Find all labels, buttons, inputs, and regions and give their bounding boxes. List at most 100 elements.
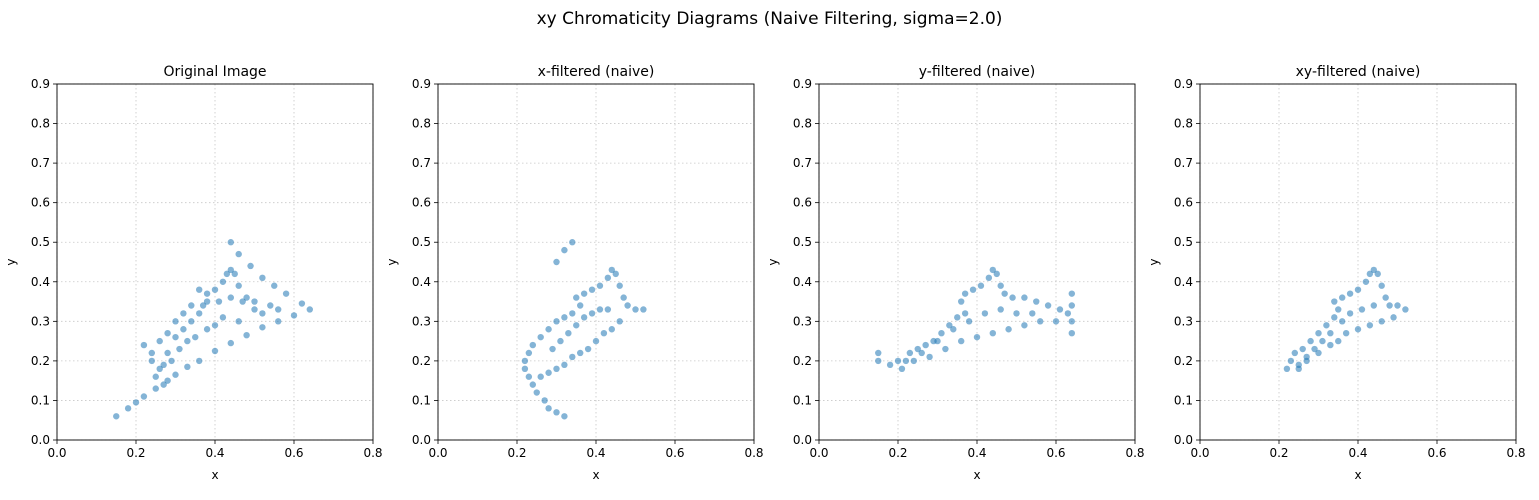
chart-title: xy-filtered (naive) [1296, 64, 1421, 80]
scatter-point [596, 282, 604, 289]
scatter-point [965, 318, 973, 325]
scatter-point [172, 371, 179, 378]
scatter-point [172, 318, 179, 325]
scatter-point [203, 326, 211, 333]
y-axis-label: y [4, 258, 18, 265]
scatter-point [180, 310, 187, 317]
scatter-point [569, 353, 576, 361]
scatter-point [997, 282, 1004, 289]
scatter-point [569, 239, 576, 246]
x-tick-label: 0.0 [47, 446, 66, 460]
scatter-point [545, 326, 552, 333]
axes-frame [56, 83, 374, 441]
scatter-point [247, 262, 254, 270]
scatter-point [1342, 330, 1350, 337]
scatter-point [1056, 306, 1064, 313]
scatter-point [616, 318, 623, 325]
scatter-point [1358, 306, 1366, 313]
scatter-point [219, 278, 227, 285]
scatter-point [914, 345, 921, 353]
x-tick-label: 0.4 [586, 446, 605, 460]
scatter-point [148, 349, 155, 357]
scatter-point [624, 302, 631, 309]
y-axis-label: y [766, 258, 780, 265]
scatter-point [997, 306, 1004, 313]
scatter-point [1390, 314, 1397, 321]
scatter-point [969, 286, 977, 293]
scatter-point [588, 310, 596, 317]
scatter-point [557, 337, 564, 345]
scatter-point [612, 270, 619, 278]
scatter-point [561, 314, 568, 321]
scatter-point [1378, 282, 1385, 289]
scatter-point [977, 282, 985, 289]
y-tick-label: 0.1 [1174, 393, 1193, 407]
scatter-point [604, 274, 612, 282]
scatter-point [521, 357, 529, 365]
scatter-point [219, 314, 227, 321]
scatter-point [152, 385, 159, 392]
y-tick-label: 0.1 [412, 393, 431, 407]
scatter-point [267, 302, 274, 309]
scatter-point [259, 274, 266, 282]
scatter-point [573, 322, 580, 329]
scatter-point [1335, 337, 1342, 345]
scatter-point [176, 345, 183, 353]
y-tick-label: 0.6 [1174, 196, 1193, 210]
scatter-point [1021, 294, 1028, 301]
scatter-point [160, 361, 167, 369]
scatter-point [1009, 294, 1016, 301]
y-tick-label: 0.3 [412, 314, 431, 328]
scatter-point [243, 294, 250, 301]
scatter-point [584, 345, 592, 353]
scatter-point [985, 274, 993, 282]
scatter-point [192, 333, 199, 341]
chart-title: y-filtered (naive) [919, 64, 1035, 80]
scatter-point [259, 324, 266, 331]
scatter-point [981, 310, 989, 317]
scatter-point [196, 286, 203, 293]
x-tick-label: 0.0 [428, 446, 447, 460]
scatter-point [946, 322, 953, 329]
scatter-series [521, 239, 647, 420]
scatter-point [989, 266, 996, 274]
y-tick-label: 0.5 [412, 235, 431, 249]
y-tick-label: 0.0 [793, 433, 812, 447]
scatter-point [1291, 349, 1299, 357]
scatter-point [954, 314, 961, 321]
y-tick-label: 0.0 [1174, 433, 1193, 447]
scatter-point [1315, 349, 1322, 357]
scatter-point [910, 357, 917, 365]
scatter-point [1354, 286, 1362, 293]
scatter-point [961, 290, 969, 297]
scatter-point [1366, 322, 1374, 329]
scatter-point [561, 361, 568, 369]
scatter-point [1311, 345, 1318, 353]
x-tick-label: 0.8 [744, 446, 763, 460]
y-tick-label: 0.5 [793, 235, 812, 249]
scatter-point [259, 310, 266, 317]
scatter-point [1315, 330, 1322, 337]
scatter-point [1362, 278, 1370, 285]
scatter-point [184, 337, 191, 345]
y-tick-label: 0.9 [1174, 77, 1193, 91]
scatter-point [1394, 302, 1401, 309]
scatter-point [961, 310, 969, 317]
scatter-point [604, 306, 612, 313]
scatter-point [553, 409, 560, 416]
scatter-point [875, 357, 882, 365]
scatter-point [533, 389, 540, 396]
y-tick-label: 0.7 [793, 156, 812, 170]
scatter-point [993, 270, 1000, 278]
y-tick-label: 0.4 [1174, 275, 1193, 289]
scatter-point [282, 290, 290, 297]
scatter-point [918, 349, 925, 357]
scatter-series [113, 239, 313, 420]
y-tick-label: 0.7 [1174, 156, 1193, 170]
scatter-point [1001, 290, 1008, 297]
scatter-point [1068, 330, 1076, 337]
axes-frame [818, 83, 1136, 441]
scatter-point [958, 298, 965, 305]
scatter-point [1299, 345, 1306, 353]
